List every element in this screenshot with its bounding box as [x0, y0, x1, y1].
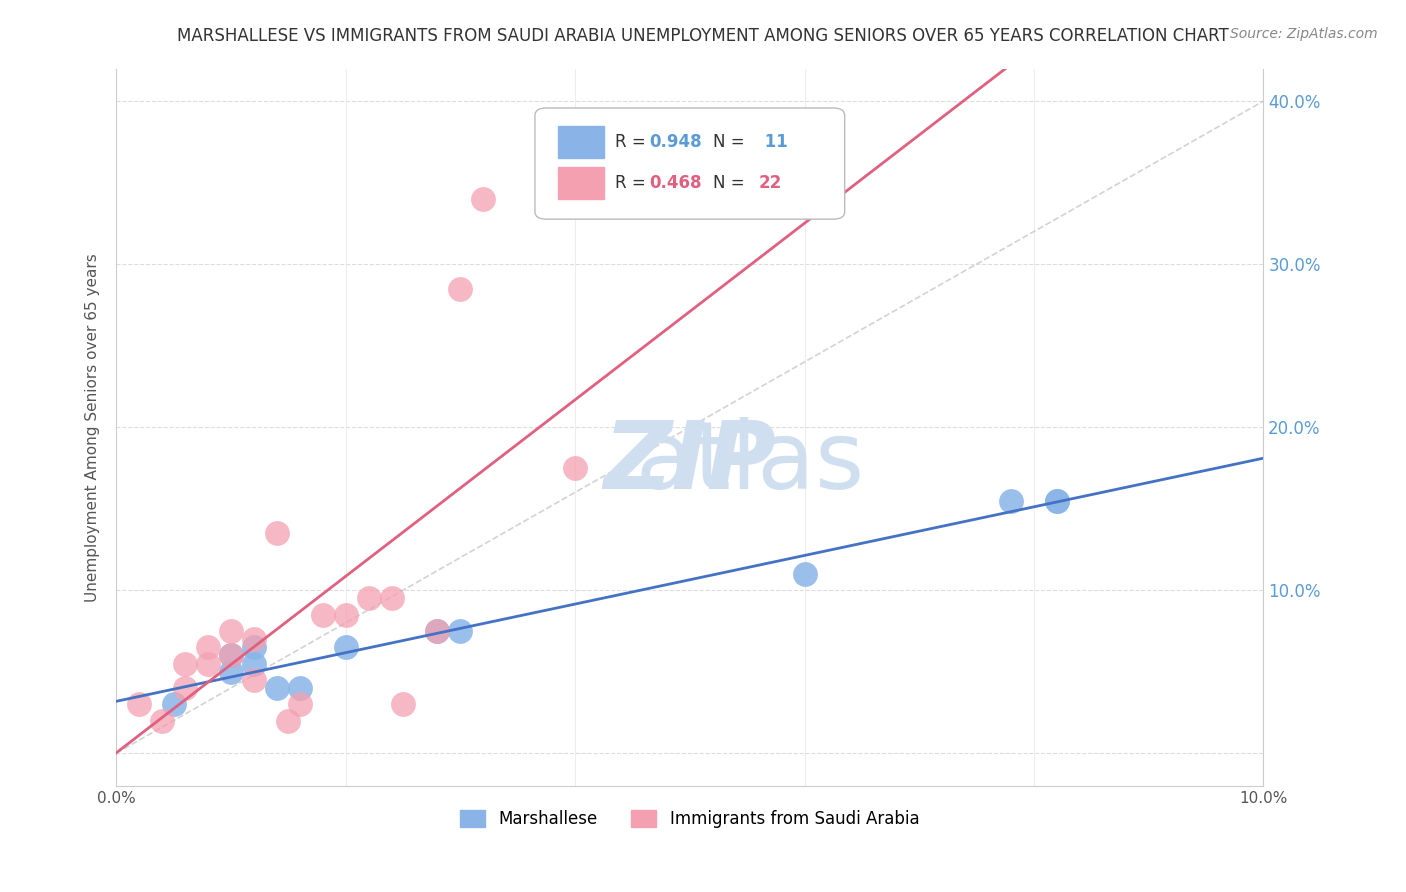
- Point: [1046, 493, 1069, 508]
- Point: [288, 681, 311, 695]
- Text: atlas: atlas: [516, 417, 863, 509]
- Text: MARSHALLESE VS IMMIGRANTS FROM SAUDI ARABIA UNEMPLOYMENT AMONG SENIORS OVER 65 Y: MARSHALLESE VS IMMIGRANTS FROM SAUDI ARA…: [177, 27, 1229, 45]
- Point: [357, 591, 380, 606]
- Text: N =: N =: [713, 174, 749, 193]
- Point: [243, 673, 266, 687]
- Point: [219, 648, 242, 663]
- Point: [128, 698, 150, 712]
- Point: [266, 526, 288, 541]
- Point: [174, 657, 197, 671]
- Text: 0.468: 0.468: [650, 174, 702, 193]
- Point: [392, 698, 415, 712]
- Point: [162, 698, 184, 712]
- Text: R =: R =: [616, 134, 651, 152]
- Point: [243, 657, 266, 671]
- Text: 11: 11: [759, 134, 787, 152]
- Point: [1000, 493, 1022, 508]
- Text: 22: 22: [759, 174, 782, 193]
- Point: [426, 624, 449, 638]
- Point: [312, 607, 335, 622]
- Point: [266, 681, 288, 695]
- Point: [197, 640, 219, 655]
- Y-axis label: Unemployment Among Seniors over 65 years: Unemployment Among Seniors over 65 years: [86, 252, 100, 601]
- Text: Source: ZipAtlas.com: Source: ZipAtlas.com: [1230, 27, 1378, 41]
- Point: [564, 461, 586, 475]
- Point: [426, 624, 449, 638]
- Point: [1046, 493, 1069, 508]
- Point: [174, 681, 197, 695]
- Point: [472, 192, 495, 206]
- Point: [335, 607, 357, 622]
- Point: [380, 591, 402, 606]
- Point: [243, 640, 266, 655]
- Point: [277, 714, 299, 728]
- Point: [449, 282, 471, 296]
- Point: [243, 632, 266, 646]
- Text: R =: R =: [616, 174, 651, 193]
- Point: [150, 714, 173, 728]
- Bar: [558, 126, 603, 158]
- FancyBboxPatch shape: [534, 108, 845, 219]
- Point: [219, 665, 242, 679]
- Text: 0.948: 0.948: [650, 134, 702, 152]
- Legend: Marshallese, Immigrants from Saudi Arabia: Marshallese, Immigrants from Saudi Arabi…: [454, 804, 927, 835]
- Bar: [558, 167, 603, 199]
- Point: [197, 657, 219, 671]
- Point: [219, 648, 242, 663]
- Text: N =: N =: [713, 134, 749, 152]
- Point: [793, 566, 815, 581]
- Text: ZIP: ZIP: [603, 417, 776, 509]
- Point: [219, 624, 242, 638]
- Point: [449, 624, 471, 638]
- Point: [288, 698, 311, 712]
- Point: [335, 640, 357, 655]
